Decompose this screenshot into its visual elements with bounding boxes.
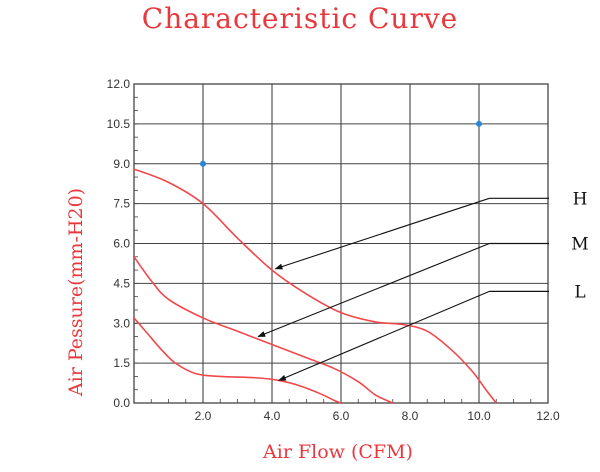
grid (133, 83, 549, 404)
pointer-line-l (277, 290, 490, 381)
curve-m (133, 256, 394, 404)
x-tick-label: 4.0 (264, 409, 281, 423)
x-tick-label: 2.0 (195, 409, 212, 423)
marker-point (200, 160, 206, 167)
tick-labels: 0.0 1.5 3.0 4.5 6.0 7.5 9.0 10.5 12.0 2.0 4.0 6.0 8.… (107, 77, 560, 423)
x-axis-title: Air Flow (CFM) (262, 441, 413, 463)
y-tick-label: 9.0 (113, 157, 130, 171)
curve-l (133, 317, 342, 404)
marker-point (476, 120, 482, 127)
curve-label-m: M (571, 235, 588, 255)
curve-h (133, 168, 497, 404)
curve-label-l: L (574, 282, 585, 302)
y-tick-label: 1.5 (113, 356, 130, 370)
curves (133, 168, 497, 404)
curve-label-h: H (573, 189, 588, 209)
y-tick-label: 6.0 (113, 237, 130, 251)
x-tick-label: 8.0 (402, 409, 419, 423)
y-tick-label: 7.5 (113, 197, 130, 211)
x-tick-label: 6.0 (333, 409, 350, 423)
pointer-line-h (274, 197, 490, 270)
y-tick-label: 12.0 (107, 77, 131, 91)
x-tick-label: 12.0 (536, 409, 560, 423)
y-tick-label: 3.0 (113, 316, 130, 330)
y-tick-label: 10.5 (107, 117, 131, 131)
pointer-line-m (257, 242, 490, 338)
x-tick-label: 10.0 (467, 409, 491, 423)
curve-pointers: H M L (257, 189, 589, 381)
markers (200, 120, 482, 167)
y-tick-label: 0.0 (113, 396, 130, 410)
chart-title: Characteristic Curve (141, 2, 459, 35)
y-tick-label: 4.5 (113, 276, 130, 290)
y-axis-title: Air Pessure(mm-H20) (65, 188, 87, 397)
